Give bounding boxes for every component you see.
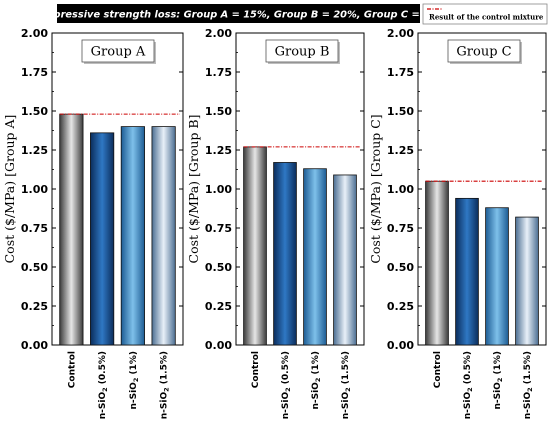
panels: 0.00 0.25 0.50 0.75 1.00 1.25 1.50 1.75 2.00 Cost… (2, 27, 547, 419)
bar-n-sio2-1 (120, 126, 145, 346)
y-tick-label: 1.00 (205, 183, 232, 196)
group-title: Group A (91, 45, 146, 60)
y-axis-label: Cost ($/MPa) [Group B] (186, 115, 201, 264)
y-tick-label: 1.50 (387, 105, 414, 118)
x-category-label: n-SiO2 (1%) (493, 351, 504, 410)
bar-n-sio2-1 (303, 168, 327, 346)
x-category-label: n-SiO2 (1.5%) (160, 351, 171, 419)
chart-panel-a: 0.00 0.25 0.50 0.75 1.00 1.25 1.50 1.75 2.00 Cost… (2, 27, 184, 419)
y-tick-label: 2.00 (205, 27, 232, 40)
y-tick-label: 1.00 (387, 183, 414, 196)
legend-box (422, 3, 548, 25)
bar-n-sio2-0-5 (273, 162, 297, 346)
group-title: Group B (275, 45, 330, 60)
y-tick-label: 1.75 (205, 66, 232, 79)
bar-n-sio2-1-5 (151, 126, 176, 346)
y-tick-label: 0.00 (387, 339, 414, 352)
y-tick-label: 0.25 (387, 300, 414, 313)
bar-n-sio2-1 (485, 207, 509, 346)
group-title-box (265, 39, 339, 63)
legend: Result of the control mixture (422, 3, 548, 25)
y-tick-label: 0.50 (387, 261, 414, 274)
y-tick-label: 1.00 (21, 183, 48, 196)
x-category-label: n-SiO2 (0.5%) (98, 351, 109, 419)
y-tick-label: 1.75 (21, 66, 48, 79)
y-tick-label: 0.50 (205, 261, 232, 274)
group-title: Group C (456, 45, 511, 60)
y-tick-label: 0.00 (205, 339, 232, 352)
x-category-label: n-SiO2 (1.5%) (523, 351, 534, 419)
y-tick-label: 0.75 (205, 222, 232, 235)
y-tick-label: 0.75 (21, 222, 48, 235)
x-category-label: n-SiO2 (1%) (311, 351, 322, 410)
y-tick-label: 1.50 (21, 105, 48, 118)
group-title-box (447, 39, 521, 63)
bar-n-sio2-0-5 (90, 132, 115, 346)
bar-control (243, 146, 267, 346)
y-tick-label: 1.75 (387, 66, 414, 79)
bar-n-sio2-1-5 (333, 174, 357, 346)
y-tick-label: 1.25 (21, 144, 48, 157)
y-tick-label: 1.50 (205, 105, 232, 118)
x-category-label: Control (67, 351, 77, 388)
bar-control (59, 113, 84, 346)
chart-panel-c: 0.00 0.25 0.50 0.75 1.00 1.25 1.50 1.75 2.00 Cost… (368, 27, 547, 419)
y-tick-label: 0.25 (21, 300, 48, 313)
y-tick-label: 2.00 (21, 27, 48, 40)
x-category-label: n-SiO2 (0.5%) (463, 351, 474, 419)
chart-panel-b: 0.00 0.25 0.50 0.75 1.00 1.25 1.50 1.75 2.00 Cost… (186, 27, 365, 419)
y-tick-label: 0.50 (21, 261, 48, 274)
y-tick-label: 1.25 (205, 144, 232, 157)
bar-n-sio2-1-5 (515, 216, 539, 346)
x-category-label: n-SiO2 (0.5%) (281, 351, 292, 419)
x-category-label: n-SiO2 (1%) (129, 351, 140, 410)
y-tick-label: 0.00 (21, 339, 48, 352)
y-axis-label: Cost ($/MPa) [Group C] (368, 114, 383, 263)
group-title-box (81, 39, 155, 63)
y-tick-label: 0.25 (205, 300, 232, 313)
x-category-label: n-SiO2 (1.5%) (341, 351, 352, 419)
y-tick-label: 0.75 (387, 222, 414, 235)
x-category-label: Control (433, 351, 443, 388)
y-axis-label: Cost ($/MPa) [Group A] (2, 115, 17, 264)
x-category-label: Control (251, 351, 261, 388)
bar-control (425, 180, 449, 346)
y-tick-label: 2.00 (387, 27, 414, 40)
banner-background (57, 4, 420, 23)
bar-n-sio2-0-5 (455, 197, 479, 346)
y-tick-label: 1.25 (387, 144, 414, 157)
legend-label: Result of the control mixture (429, 13, 544, 22)
banner-text: Compressive strength loss: Group A = 15%… (29, 10, 446, 21)
